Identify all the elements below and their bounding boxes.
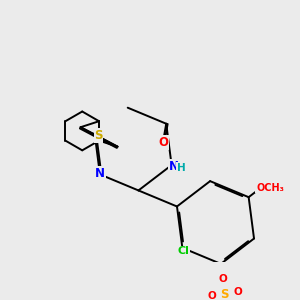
Text: O: O — [218, 274, 227, 284]
Text: Cl: Cl — [177, 246, 189, 256]
Text: OCH₃: OCH₃ — [256, 183, 284, 193]
Text: S: S — [94, 129, 103, 142]
Text: O: O — [207, 291, 216, 300]
Text: N: N — [169, 160, 179, 173]
Text: H: H — [177, 163, 186, 173]
Text: O: O — [234, 287, 242, 297]
Text: N: N — [95, 167, 105, 180]
Text: S: S — [220, 288, 229, 300]
Text: O: O — [158, 136, 168, 149]
